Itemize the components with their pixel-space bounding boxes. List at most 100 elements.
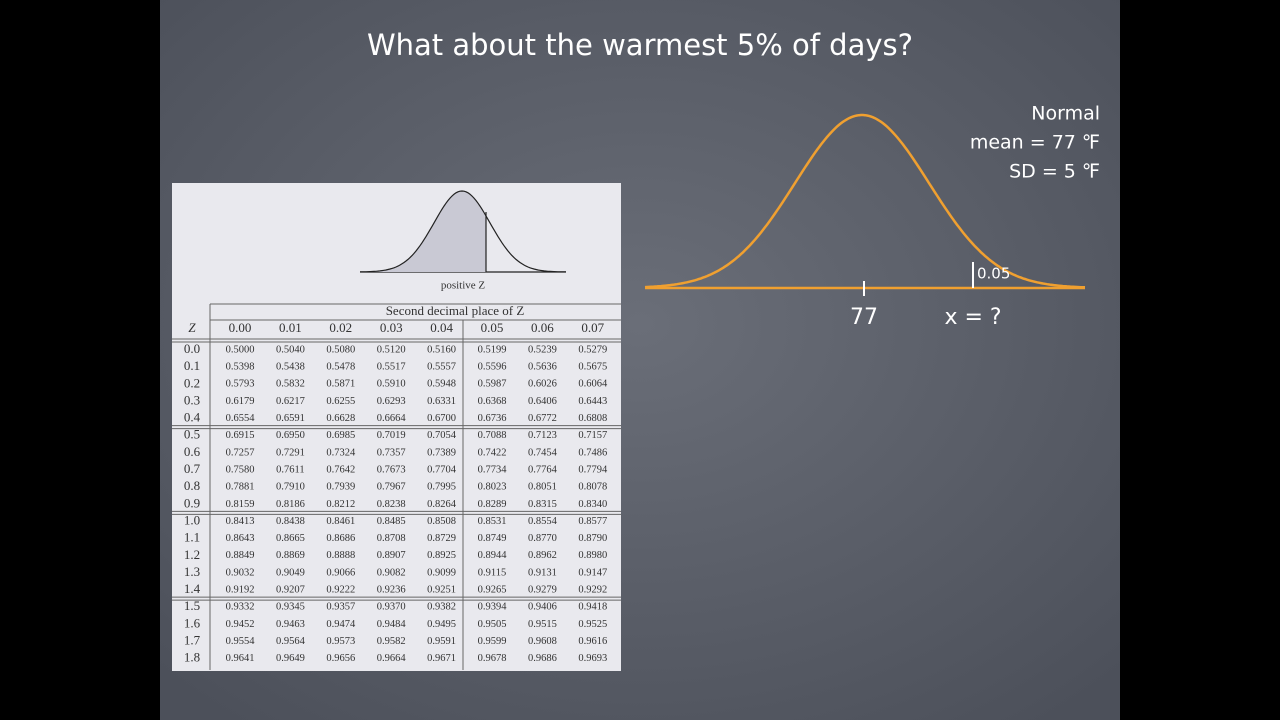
table-cell: 0.8708: [377, 533, 406, 544]
table-cell: 0.9525: [578, 619, 607, 630]
table-cell: 0.5398: [226, 362, 255, 373]
table-cell: 0.9564: [276, 636, 306, 647]
table-cell: 0.6331: [427, 396, 456, 407]
table-cell: 0.5557: [427, 362, 456, 373]
table-cell: 0.9608: [528, 636, 557, 647]
table-cell: 0.6950: [276, 430, 305, 441]
table-cell: 0.7257: [226, 447, 255, 458]
table-cell: 0.5279: [578, 344, 607, 355]
table-cell: 0.6628: [326, 413, 355, 424]
table-cell: 0.8078: [578, 482, 607, 493]
table-cell: 0.8686: [326, 533, 355, 544]
column-label: 0.04: [430, 320, 453, 335]
table-cell: 0.8888: [326, 550, 355, 561]
table-cell: 0.5910: [377, 379, 406, 390]
table-cell: 0.9495: [427, 619, 456, 630]
row-label: 0.3: [184, 392, 200, 407]
table-cell: 0.8729: [427, 533, 456, 544]
table-cell: 0.7704: [427, 464, 457, 475]
row-label: 0.8: [184, 478, 200, 493]
table-cell: 0.9345: [276, 602, 305, 613]
table-cell: 0.9147: [578, 567, 607, 578]
column-label: 0.07: [581, 320, 604, 335]
table-cell: 0.8790: [578, 533, 607, 544]
table-cell: 0.9049: [276, 567, 305, 578]
table-cell: 0.9649: [276, 653, 305, 664]
table-cell: 0.7422: [478, 447, 507, 458]
table-cell: 0.9265: [478, 585, 507, 596]
row-label: 0.9: [184, 495, 200, 510]
table-cell: 0.8023: [478, 482, 507, 493]
figure-label: positive Z: [441, 280, 486, 292]
table-cell: 0.7642: [326, 464, 355, 475]
row-label: 0.2: [184, 375, 200, 390]
table-cell: 0.8186: [276, 499, 305, 510]
table-cell: 0.8508: [427, 516, 456, 527]
table-cell: 0.7054: [427, 430, 457, 441]
table-cell: 0.6026: [528, 379, 557, 390]
column-label: 0.01: [279, 320, 302, 335]
table-cell: 0.9554: [226, 636, 256, 647]
table-cell: 0.7157: [578, 430, 607, 441]
table-header: Second decimal place of Z: [386, 303, 525, 318]
table-cell: 0.8159: [226, 499, 255, 510]
table-cell: 0.8485: [377, 516, 406, 527]
table-cell: 0.9082: [377, 567, 406, 578]
table-cell: 0.7088: [478, 430, 507, 441]
table-cell: 0.7611: [276, 464, 305, 475]
mini-shade: [360, 191, 486, 272]
table-cell: 0.9582: [377, 636, 406, 647]
row-label: 1.3: [184, 564, 200, 579]
table-cell: 0.7910: [276, 482, 305, 493]
table-cell: 0.9222: [326, 585, 355, 596]
table-cell: 0.9099: [427, 567, 456, 578]
table-cell: 0.5832: [276, 379, 305, 390]
table-cell: 0.6255: [326, 396, 355, 407]
table-cell: 0.6554: [226, 413, 256, 424]
table-cell: 0.8770: [528, 533, 557, 544]
table-cell: 0.9357: [326, 602, 355, 613]
table-cell: 0.9573: [326, 636, 355, 647]
table-cell: 0.9332: [226, 602, 255, 613]
table-cell: 0.9678: [478, 653, 507, 664]
table-cell: 0.7389: [427, 447, 456, 458]
table-cell: 0.8643: [226, 533, 255, 544]
table-cell: 0.9693: [578, 653, 607, 664]
table-cell: 0.7454: [528, 447, 558, 458]
row-label: 1.2: [184, 547, 200, 562]
table-cell: 0.5438: [276, 362, 305, 373]
table-cell: 0.5987: [478, 379, 507, 390]
table-cell: 0.6443: [578, 396, 607, 407]
row-label: 0.4: [184, 410, 201, 425]
table-cell: 0.7580: [226, 464, 255, 475]
table-cell: 0.9599: [478, 636, 507, 647]
row-label: 1.7: [184, 633, 201, 648]
table-cell: 0.9641: [226, 653, 255, 664]
table-cell: 0.5120: [377, 344, 406, 355]
tail-area-label: 0.05: [977, 265, 1010, 283]
table-cell: 0.9236: [377, 585, 406, 596]
table-cell: 0.7357: [377, 447, 406, 458]
table-cell: 0.8577: [578, 516, 607, 527]
table-cell: 0.8907: [377, 550, 406, 561]
table-cell: 0.9032: [226, 567, 255, 578]
table-cell: 0.6915: [226, 430, 255, 441]
row-label: 1.6: [184, 615, 201, 630]
table-cell: 0.8849: [226, 550, 255, 561]
row-label: 0.5: [184, 427, 200, 442]
column-label: 0.06: [531, 320, 554, 335]
table-cell: 0.7673: [377, 464, 406, 475]
table-cell: 0.5080: [326, 344, 355, 355]
table-cell: 0.8749: [478, 533, 507, 544]
table-cell: 0.9505: [478, 619, 507, 630]
table-cell: 0.6736: [478, 413, 507, 424]
slide-title: What about the warmest 5% of days?: [367, 28, 913, 62]
table-cell: 0.9418: [578, 602, 607, 613]
unknown-label: x = ?: [944, 305, 1001, 330]
row-label: 1.8: [184, 650, 200, 665]
table-cell: 0.9370: [377, 602, 406, 613]
table-cell: 0.8438: [276, 516, 305, 527]
table-cell: 0.9382: [427, 602, 456, 613]
table-cell: 0.5199: [478, 344, 507, 355]
